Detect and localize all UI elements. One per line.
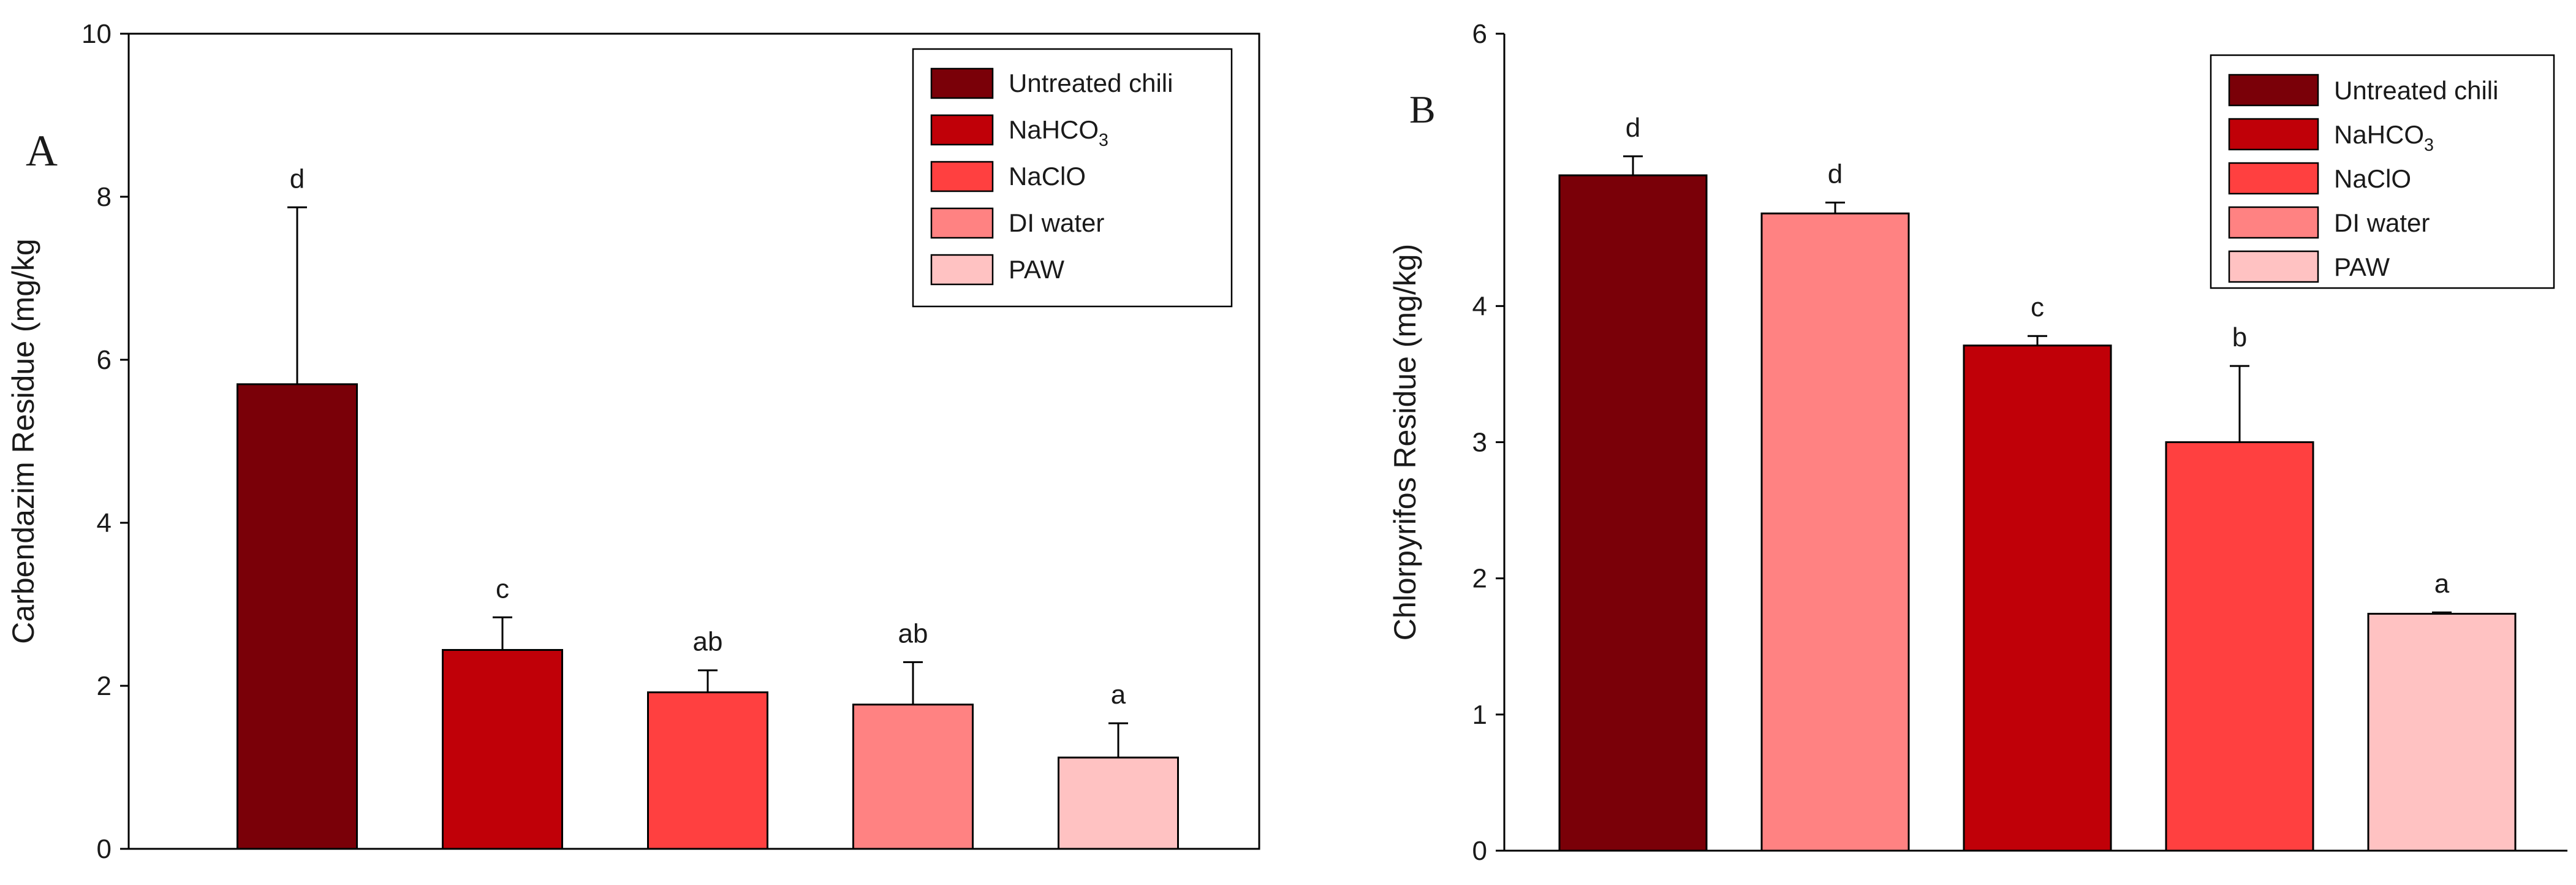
bar-paw xyxy=(1058,756,1179,850)
legend-label-di_water: DI water xyxy=(2334,208,2430,237)
significance-letter: d xyxy=(1828,159,1843,189)
significance-letter: a xyxy=(2434,569,2450,599)
legend-swatch-naclo xyxy=(930,161,994,192)
legend-label-naclo: NaClO xyxy=(2334,164,2411,193)
bar-nahco3 xyxy=(442,648,563,850)
y-tick-label: 1 xyxy=(1472,700,1487,730)
y-tick-label: 2 xyxy=(1472,564,1487,594)
legend-label-di_water: DI water xyxy=(1009,208,1104,237)
significance-letter: c xyxy=(2031,292,2044,322)
legend-swatch-nahco3 xyxy=(930,114,994,146)
legend-swatch-di_water xyxy=(930,207,994,239)
bar-naclo xyxy=(2165,441,2314,852)
legend-swatch-paw xyxy=(2228,250,2319,283)
significance-letter: a xyxy=(1111,680,1126,710)
bar-nahco3 xyxy=(1963,344,2112,852)
significance-letter: d xyxy=(1626,113,1640,143)
bar-di_water xyxy=(852,704,974,850)
y-tick-label: 4 xyxy=(1472,291,1487,321)
legend-swatch-nahco3 xyxy=(2228,118,2319,151)
y-tick-label: 6 xyxy=(1472,19,1487,49)
significance-letter: c xyxy=(496,574,509,604)
y-tick-label: 0 xyxy=(97,834,112,864)
y-tick-label: 10 xyxy=(81,19,112,49)
significance-letter: d xyxy=(290,164,305,194)
legend-swatch-untreated xyxy=(2228,74,2319,107)
bar-di_water xyxy=(1760,212,1910,852)
y-axis-label: Chlorpyrifos Residue (mg/kg) xyxy=(1388,244,1422,640)
legend-label-paw: PAW xyxy=(2334,253,2390,281)
legend-label-naclo: NaClO xyxy=(1009,162,1086,191)
bar-untreated xyxy=(237,383,358,850)
significance-letter: b xyxy=(2232,322,2247,352)
y-tick-label: 2 xyxy=(97,671,112,701)
legend-swatch-paw xyxy=(930,254,994,286)
significance-letter: ab xyxy=(898,618,928,648)
chart-panel-a: 0 2 4 6 8 10 Carbendazim Residue (mg/kg Ad c ab ab… xyxy=(6,19,1260,864)
panel-label: B xyxy=(1409,88,1436,131)
bar-naclo xyxy=(647,691,768,850)
y-tick-label: 3 xyxy=(1472,428,1487,458)
legend-swatch-di_water xyxy=(2228,206,2319,239)
y-tick-label: 6 xyxy=(97,345,112,375)
legend-label-untreated: Untreated chili xyxy=(1009,69,1173,97)
panel-label: A xyxy=(26,126,58,175)
significance-letter: ab xyxy=(693,627,723,657)
y-axis-label: Carbendazim Residue (mg/kg xyxy=(6,238,40,644)
y-tick-label: 8 xyxy=(97,182,112,212)
y-tick-label: 0 xyxy=(1472,836,1487,866)
chart-panel-b: 0 1 2 3 4 6 Chlorpyrifos Residue (mg/kg) B d d c b a… xyxy=(1388,19,2567,866)
legend-swatch-naclo xyxy=(2228,162,2319,195)
legend-swatch-untreated xyxy=(930,67,994,99)
y-tick-label: 4 xyxy=(97,508,112,538)
bar-untreated xyxy=(1558,174,1708,852)
legend-label-untreated: Untreated chili xyxy=(2334,76,2498,105)
legend-label-paw: PAW xyxy=(1009,255,1064,284)
bar-paw xyxy=(2367,612,2517,852)
